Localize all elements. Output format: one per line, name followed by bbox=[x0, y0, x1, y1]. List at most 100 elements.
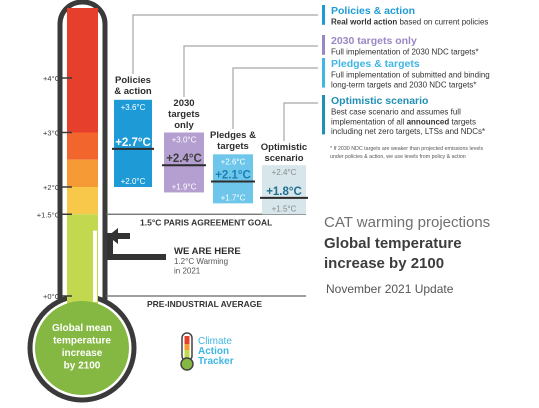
logo-line-2: Action bbox=[198, 346, 229, 357]
heading-line-3: increase by 2100 bbox=[324, 255, 444, 272]
legend-description-line: Full implementation of submitted and bin… bbox=[331, 71, 490, 80]
paris-goal-label: 1.5°C PARIS AGREEMENT GOAL bbox=[140, 217, 272, 227]
y-tick-label: +2°C bbox=[43, 183, 61, 192]
scenario-median-label: +2.4°C bbox=[166, 153, 202, 165]
legend-text-span: long-term targets and 2030 NDC targets* bbox=[331, 80, 476, 89]
y-tick-label: +1.5°C bbox=[37, 210, 61, 219]
scenario-low-label: +1.5°C bbox=[272, 204, 297, 213]
legend-text-span: implementation of all bbox=[331, 117, 407, 126]
legend-description-line: Real world action based on current polic… bbox=[331, 18, 488, 27]
legend-color-bar bbox=[322, 58, 325, 88]
band-2-5-to-3c bbox=[67, 132, 98, 160]
footnote-line: under policies & action, we use levels f… bbox=[330, 154, 466, 160]
heading-line-1: CAT warming projections bbox=[324, 214, 490, 231]
legend-text-span: Best case scenario and assumes full bbox=[331, 108, 461, 117]
legend-title: Optimistic scenario bbox=[331, 95, 428, 107]
scenario-high-label: +3.6°C bbox=[121, 103, 146, 112]
band-2-to-2-5c bbox=[67, 159, 98, 187]
scenario-low-label: +1.7°C bbox=[221, 193, 246, 202]
legend-text-span: Full implementation of submitted and bin… bbox=[331, 71, 490, 80]
scenario-name: Policies bbox=[115, 75, 151, 86]
thermometer-label-line: temperature bbox=[53, 336, 111, 347]
connector-line bbox=[283, 102, 318, 141]
current-warming-label: 1.2°C Warming bbox=[174, 257, 228, 266]
y-tick-label: +0°C bbox=[43, 292, 61, 301]
scenario-name: Optimistic bbox=[261, 142, 307, 153]
we-are-here-arrow bbox=[107, 233, 166, 260]
scenario-high-label: +2.4°C bbox=[272, 168, 297, 177]
band-below-1-5c bbox=[67, 214, 98, 313]
scenario-high-label: +3.0°C bbox=[172, 136, 197, 145]
logo-band-red bbox=[184, 336, 190, 344]
scenario-bar bbox=[262, 165, 306, 215]
scenario-name: targets bbox=[168, 109, 200, 120]
y-tick-label: +4°C bbox=[43, 74, 61, 83]
scenario-median-label: +1.8°C bbox=[266, 186, 302, 198]
legend-description-line: Full implementation of 2030 NDC targets* bbox=[331, 48, 479, 57]
scenario-bar bbox=[114, 99, 152, 187]
legend-title: Policies & action bbox=[331, 5, 415, 17]
scenario-median-label: +2.1°C bbox=[215, 170, 251, 182]
legend-color-bar bbox=[322, 35, 325, 55]
legend-text-span: targets bbox=[449, 117, 476, 126]
scenario-name: targets bbox=[217, 141, 249, 152]
legend-color-bar bbox=[322, 95, 325, 135]
scenario-bars: +3.6°C +2.7°C +2.0°C Policies& action +3.0°C… bbox=[112, 75, 308, 215]
scenario-low-label: +2.0°C bbox=[121, 177, 146, 186]
scenario-name: Pledges & bbox=[210, 130, 256, 141]
band-top-cap bbox=[67, 8, 98, 44]
legend-text-span: including net zero targets, LTSs and NDC… bbox=[331, 127, 485, 136]
chart-heading: CAT warming projections Global temperatu… bbox=[324, 214, 490, 296]
connector-line bbox=[183, 45, 318, 97]
thermometer-bulb bbox=[35, 301, 129, 395]
thermometer-label-line: Global mean bbox=[52, 323, 112, 334]
logo-bulb bbox=[180, 357, 194, 371]
scenario-low-label: +1.9°C bbox=[172, 182, 197, 191]
legend-text-span: based on current policies bbox=[397, 18, 488, 27]
scenario-name: & action bbox=[114, 86, 152, 97]
current-warming-label: in 2021 bbox=[174, 267, 201, 276]
band-1-5-to-2c bbox=[67, 187, 98, 215]
y-tick-label: +3°C bbox=[43, 129, 61, 138]
logo-line-1: Climate bbox=[198, 336, 232, 347]
scenario-name: only bbox=[174, 120, 194, 131]
legend-text-span: Real world action bbox=[331, 18, 397, 27]
legend-description-line: including net zero targets, LTSs and NDC… bbox=[331, 127, 485, 136]
thermometer-label-line: increase bbox=[62, 348, 103, 359]
footnote-line: * If 2030 NDC targets are weaker than pr… bbox=[330, 146, 483, 152]
pre-industrial-label: PRE-INDUSTRIAL AVERAGE bbox=[147, 299, 262, 309]
scenario-median-label: +2.7°C bbox=[115, 137, 151, 149]
scenario-name: scenario bbox=[264, 153, 303, 164]
legend-connectors bbox=[132, 14, 318, 141]
connector-line bbox=[132, 14, 318, 74]
footnote: * If 2030 NDC targets are weaker than pr… bbox=[330, 146, 483, 160]
legend-title: Pledges & targets bbox=[331, 58, 420, 70]
update-date: November 2021 Update bbox=[326, 282, 454, 296]
heading-line-2: Global temperature bbox=[324, 235, 462, 252]
legend-text-span: Full implementation of 2030 NDC targets* bbox=[331, 48, 479, 57]
scenario-bar bbox=[164, 132, 204, 193]
legend-title: 2030 targets only bbox=[331, 35, 417, 47]
legend-color-bar bbox=[322, 5, 325, 25]
scenario-high-label: +2.6°C bbox=[221, 157, 246, 166]
scenario-bar bbox=[213, 154, 253, 204]
logo-line-3: Tracker bbox=[198, 356, 234, 367]
we-are-here-arrowhead bbox=[108, 228, 130, 244]
we-are-here-title: WE ARE HERE bbox=[174, 246, 241, 257]
legend-description-line: long-term targets and 2030 NDC targets* bbox=[331, 80, 476, 89]
legend-description-line: Best case scenario and assumes full bbox=[331, 108, 461, 117]
legend-text-span: announced bbox=[407, 117, 450, 126]
current-warming-indicator bbox=[93, 230, 97, 302]
logo-band-green bbox=[184, 350, 190, 358]
legend-description-line: implementation of all announced targets bbox=[331, 117, 476, 126]
connector-line bbox=[232, 67, 318, 129]
scenario-name: 2030 bbox=[173, 98, 194, 109]
logo-band-orange bbox=[184, 344, 190, 350]
thermometer-label-line: by 2100 bbox=[64, 361, 101, 372]
